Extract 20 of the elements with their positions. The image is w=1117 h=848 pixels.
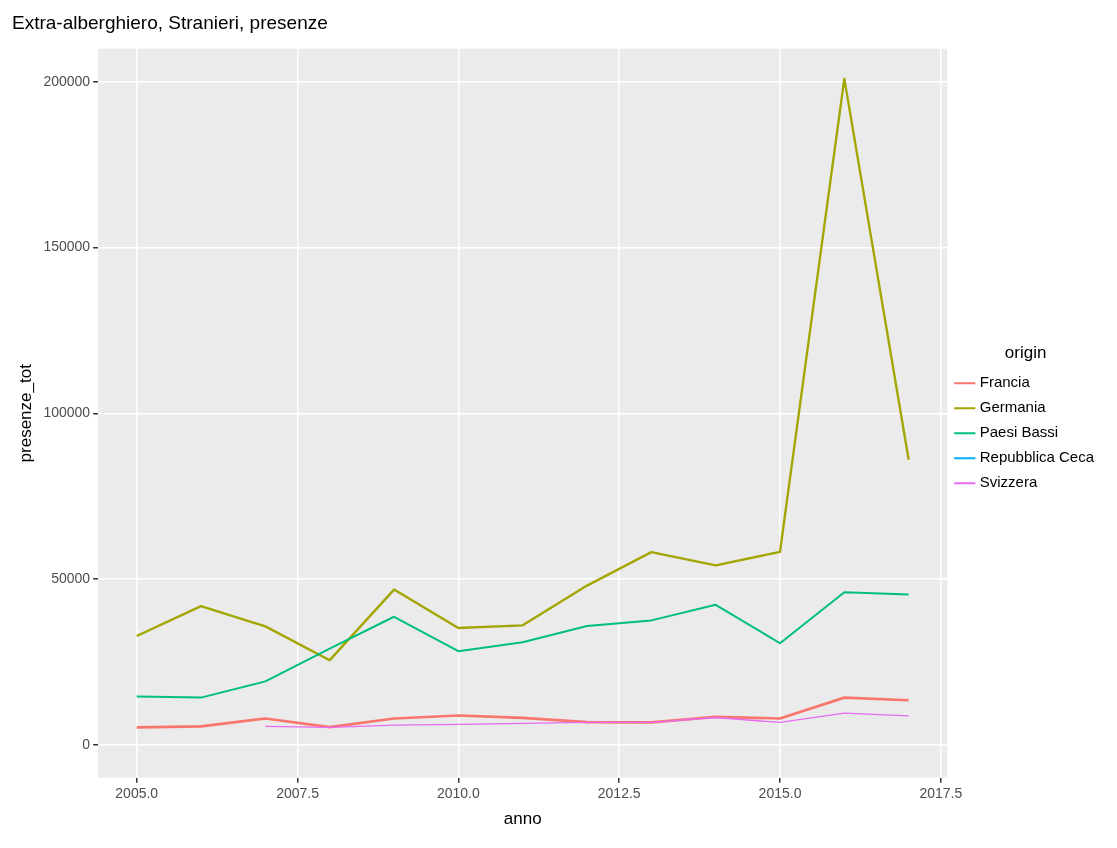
y-tick-label: 50000 xyxy=(51,569,91,586)
y-axis-title: presenze_tot xyxy=(15,363,35,463)
y-tick-label: 200000 xyxy=(43,72,91,89)
x-tick-label: 2012.5 xyxy=(597,785,641,802)
legend-label: Svizzera xyxy=(979,473,1038,491)
x-tick-label: 2010.0 xyxy=(436,785,480,802)
y-tick-label: 100000 xyxy=(43,404,91,421)
x-axis-title: anno xyxy=(503,809,542,829)
chart-title: Extra-alberghiero, Stranieri, presenze xyxy=(12,11,328,33)
y-tick-label: 0 xyxy=(82,735,91,752)
legend-label: Paesi Bassi xyxy=(979,423,1059,441)
x-tick-label: 2017.5 xyxy=(919,785,963,802)
legend-label: Francia xyxy=(979,373,1031,391)
y-tick-label: 150000 xyxy=(43,238,91,255)
legend-label: Repubblica Ceca xyxy=(979,448,1095,466)
x-tick-label: 2005.0 xyxy=(115,785,159,802)
x-tick-label: 2007.5 xyxy=(276,785,320,802)
legend-title: origin xyxy=(1004,343,1047,363)
x-tick-label: 2015.0 xyxy=(758,785,802,802)
legend-label: Germania xyxy=(979,398,1047,416)
